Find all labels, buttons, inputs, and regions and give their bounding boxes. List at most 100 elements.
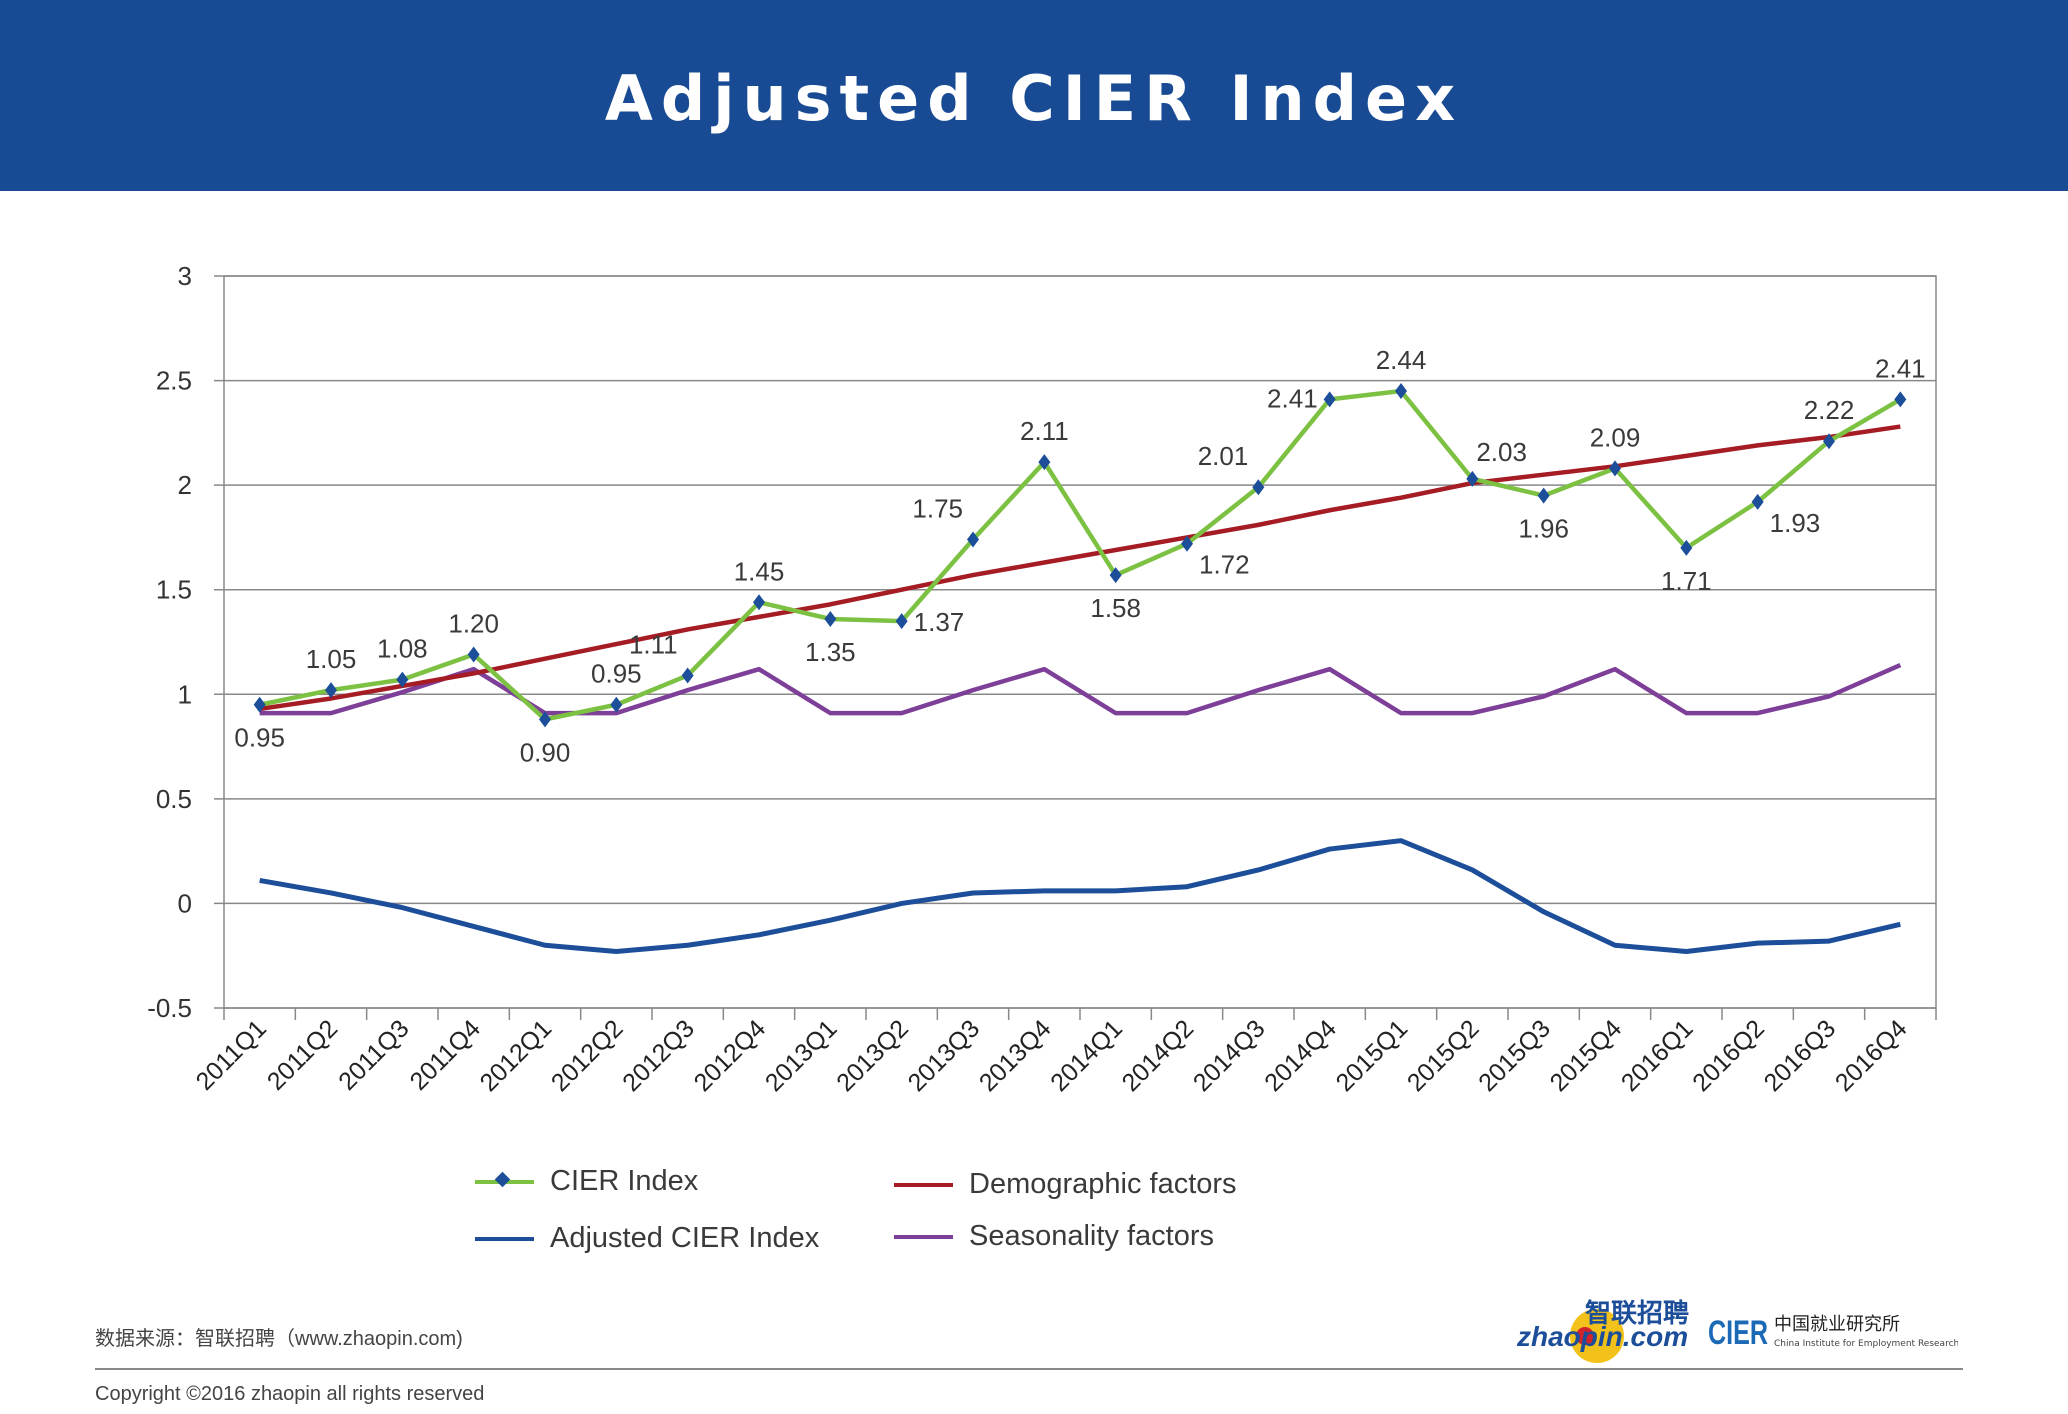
x-tick-label: 2012Q1 (475, 1014, 558, 1097)
data-point-marker (895, 613, 908, 630)
data-label: 1.71 (1661, 566, 1712, 596)
legend-swatch-demographic (894, 1182, 953, 1187)
x-tick-label: 2016Q2 (1687, 1014, 1770, 1097)
legend-swatch-seasonality (894, 1234, 953, 1239)
legend-swatch-cier-index (475, 1171, 534, 1187)
data-label: 1.45 (734, 556, 785, 586)
data-point-marker (1109, 567, 1122, 584)
legend-item-seasonality: Seasonality factors (894, 1220, 1214, 1253)
legend-label: CIER Index (550, 1165, 699, 1197)
x-tick-label: 2016Q4 (1830, 1014, 1913, 1097)
plot-frame (223, 275, 1937, 1009)
data-point-marker (1395, 383, 1407, 400)
data-label: 2.01 (1198, 441, 1249, 471)
series-seasonality-factors (259, 662, 1902, 716)
legend-label: Demographic factors (969, 1168, 1237, 1200)
page-title: Adjusted CIER Index (604, 62, 1464, 135)
svg-text:zhaopin.com: zhaopin.com (1516, 1321, 1688, 1352)
legend-swatch-adjusted (475, 1236, 534, 1241)
title-banner: Adjusted CIER Index (0, 0, 2068, 191)
cier-logo: CIER 中国就业研究所 China Institute for Employm… (1708, 1314, 1958, 1352)
x-tick-label: 2011Q1 (191, 1014, 272, 1095)
x-tick-label: 2013Q2 (831, 1014, 914, 1097)
data-source-note: 数据来源：智联招聘（www.zhaopin.com) (95, 1328, 463, 1350)
data-point-marker (1038, 454, 1051, 471)
x-tick-label: 2011Q2 (262, 1014, 343, 1095)
data-point-marker (967, 531, 979, 548)
data-label: 1.75 (912, 494, 963, 524)
svg-text:CIER: CIER (1708, 1314, 1768, 1352)
legend-label: Seasonality factors (969, 1220, 1215, 1252)
data-label: 2.41 (1267, 383, 1318, 413)
data-label: 0.95 (234, 723, 285, 753)
data-label: 0.90 (520, 737, 571, 767)
data-point-marker (824, 610, 837, 627)
data-point-marker (681, 667, 694, 684)
legend-label: Adjusted CIER Index (550, 1222, 820, 1254)
data-point-marker (1894, 391, 1907, 408)
series-adjusted-cier-index (259, 838, 1901, 955)
x-tick-label: 2015Q2 (1402, 1014, 1485, 1097)
x-tick-label: 2013Q4 (974, 1014, 1057, 1097)
data-point-marker (1751, 493, 1764, 510)
x-tick-label: 2012Q4 (689, 1014, 772, 1097)
x-tick-label: 2015Q1 (1331, 1014, 1414, 1097)
y-tick-label: 0.5 (156, 784, 192, 814)
x-tick-label: 2014Q3 (1188, 1014, 1271, 1097)
data-label: 2.41 (1875, 353, 1926, 383)
data-label: 0.95 (591, 659, 642, 689)
x-tick-label: 2014Q4 (1259, 1014, 1342, 1097)
data-point-marker (325, 682, 337, 699)
x-tick-label: 2011Q4 (405, 1014, 486, 1095)
data-label: 1.58 (1090, 593, 1141, 623)
x-tick-label: 2012Q3 (617, 1014, 700, 1097)
x-tick-label: 2015Q3 (1473, 1014, 1556, 1097)
svg-text:中国就业研究所: 中国就业研究所 (1774, 1314, 1900, 1335)
x-tick-label: 2013Q3 (903, 1014, 986, 1097)
data-label: 2.03 (1476, 437, 1527, 467)
data-point-marker (1823, 433, 1835, 450)
data-label: 1.96 (1518, 514, 1569, 544)
x-tick-label: 2016Q1 (1616, 1014, 1699, 1097)
data-point-marker (1323, 391, 1336, 408)
data-point-marker (467, 646, 480, 663)
data-label: 1.11 (629, 629, 678, 659)
data-label: 1.37 (914, 607, 965, 637)
legend-item-demographic: Demographic factors (894, 1168, 1237, 1201)
y-tick-label: 0 (178, 888, 192, 918)
data-point-marker (753, 594, 765, 611)
data-point-marker (396, 671, 409, 688)
data-label: 1.72 (1199, 550, 1250, 580)
x-tick-label: 2012Q2 (546, 1014, 629, 1097)
data-point-marker (1609, 460, 1621, 477)
x-tick-label: 2014Q1 (1045, 1014, 1128, 1097)
data-point-marker (1680, 539, 1693, 556)
data-point-marker (1252, 479, 1265, 496)
data-label: 2.22 (1804, 395, 1855, 425)
y-tick-label: 1.5 (156, 575, 192, 605)
data-label: 2.09 (1590, 422, 1641, 452)
data-point-marker (253, 696, 266, 713)
data-label: 1.05 (306, 644, 357, 674)
data-label: 1.35 (805, 637, 856, 667)
copyright-text: Copyright ©2016 zhaopin all rights reser… (95, 1383, 485, 1405)
x-tick-label: 2015Q4 (1545, 1014, 1628, 1097)
x-tick-label: 2014Q2 (1117, 1014, 1200, 1097)
data-point-marker (539, 711, 551, 728)
y-tick-label: -0.5 (147, 993, 192, 1023)
series-cier-index (259, 388, 1902, 722)
y-tick-label: 3 (178, 261, 192, 291)
data-label: 2.44 (1376, 345, 1427, 375)
y-tick-label: 1 (178, 679, 192, 709)
data-label: 1.08 (377, 634, 428, 664)
x-tick-label: 2011Q3 (333, 1014, 414, 1095)
data-point-marker (610, 696, 623, 713)
svg-text:智联招聘: 智联招聘 (1585, 1299, 1689, 1329)
y-tick-label: 2.5 (156, 366, 192, 396)
y-tick-label: 2 (178, 470, 192, 500)
svg-text:China Institute for Employment: China Institute for Employment Research (1774, 1339, 1958, 1349)
footer-divider (95, 1368, 1963, 1370)
series-demographic-factors (259, 424, 1901, 712)
zhaopin-logo: 智联招聘 zhaopin.com (1516, 1299, 1689, 1363)
